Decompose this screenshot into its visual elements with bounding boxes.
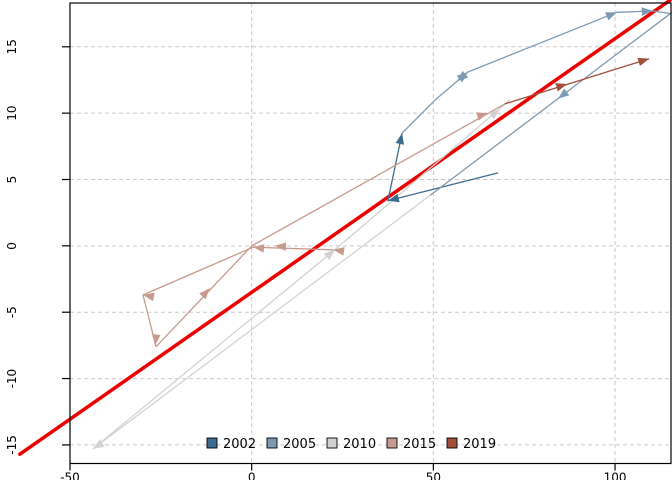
legend-swatch-2015: [386, 437, 398, 449]
arrow-marker-2010: [323, 249, 335, 261]
legend-swatch-2002: [206, 437, 218, 449]
arrow-marker-2015: [253, 244, 265, 253]
legend-swatch-2019: [446, 437, 458, 449]
legend-label-2005: 2005: [283, 437, 316, 452]
arrow-marker-2005: [558, 88, 570, 99]
y-tick-label: 5: [5, 176, 19, 184]
arrow-marker-2019: [637, 57, 650, 67]
arrow-marker-2010: [488, 109, 500, 120]
arrow-marker-2015: [476, 112, 488, 121]
arrow-marker-2019: [555, 83, 568, 92]
trajectory-2010: [92, 194, 431, 450]
legend-label-2015: 2015: [403, 437, 436, 452]
arrow-marker-2015: [199, 288, 210, 300]
arrow-marker-2005: [641, 7, 653, 16]
y-tick-label: 15: [5, 39, 19, 54]
legend-label-2010: 2010: [343, 437, 376, 452]
legend-swatch-2010: [326, 437, 338, 449]
legend-label-2019: 2019: [463, 437, 496, 452]
trajectory-2015: [142, 246, 334, 347]
trajectory-2005: [401, 10, 672, 134]
arrow-marker-2002: [395, 133, 405, 145]
arrow-marker-2005: [605, 12, 617, 21]
plot-border: [69, 2, 672, 465]
y-tick-label: -10: [5, 369, 19, 389]
y-tick-label: 0: [5, 242, 19, 250]
arrow-marker-2015: [333, 247, 345, 256]
trajectory-2019: [504, 58, 650, 105]
legend-swatch-2005: [266, 437, 278, 449]
arrow-marker-2005: [456, 72, 468, 83]
trajectory-2005: [429, 11, 672, 196]
regression-line: [18, 0, 672, 456]
arrow-marker-2015: [274, 242, 287, 251]
y-tick-label: -15: [5, 435, 19, 455]
arrow-marker-2015: [152, 333, 161, 346]
x-tick-label: 100: [604, 471, 627, 480]
x-tick-label: 50: [426, 471, 441, 480]
x-tick-label: -50: [60, 471, 80, 480]
arrow-marker-2010: [92, 439, 105, 449]
legend-label-2002: 2002: [223, 437, 256, 452]
arrow-marker-2015: [143, 292, 155, 302]
trajectory-2015: [155, 103, 506, 348]
x-tick-label: 0: [248, 471, 256, 480]
y-tick-label: -5: [5, 306, 19, 318]
y-tick-label: 10: [5, 105, 19, 120]
arrow-marker-2002: [387, 193, 400, 203]
